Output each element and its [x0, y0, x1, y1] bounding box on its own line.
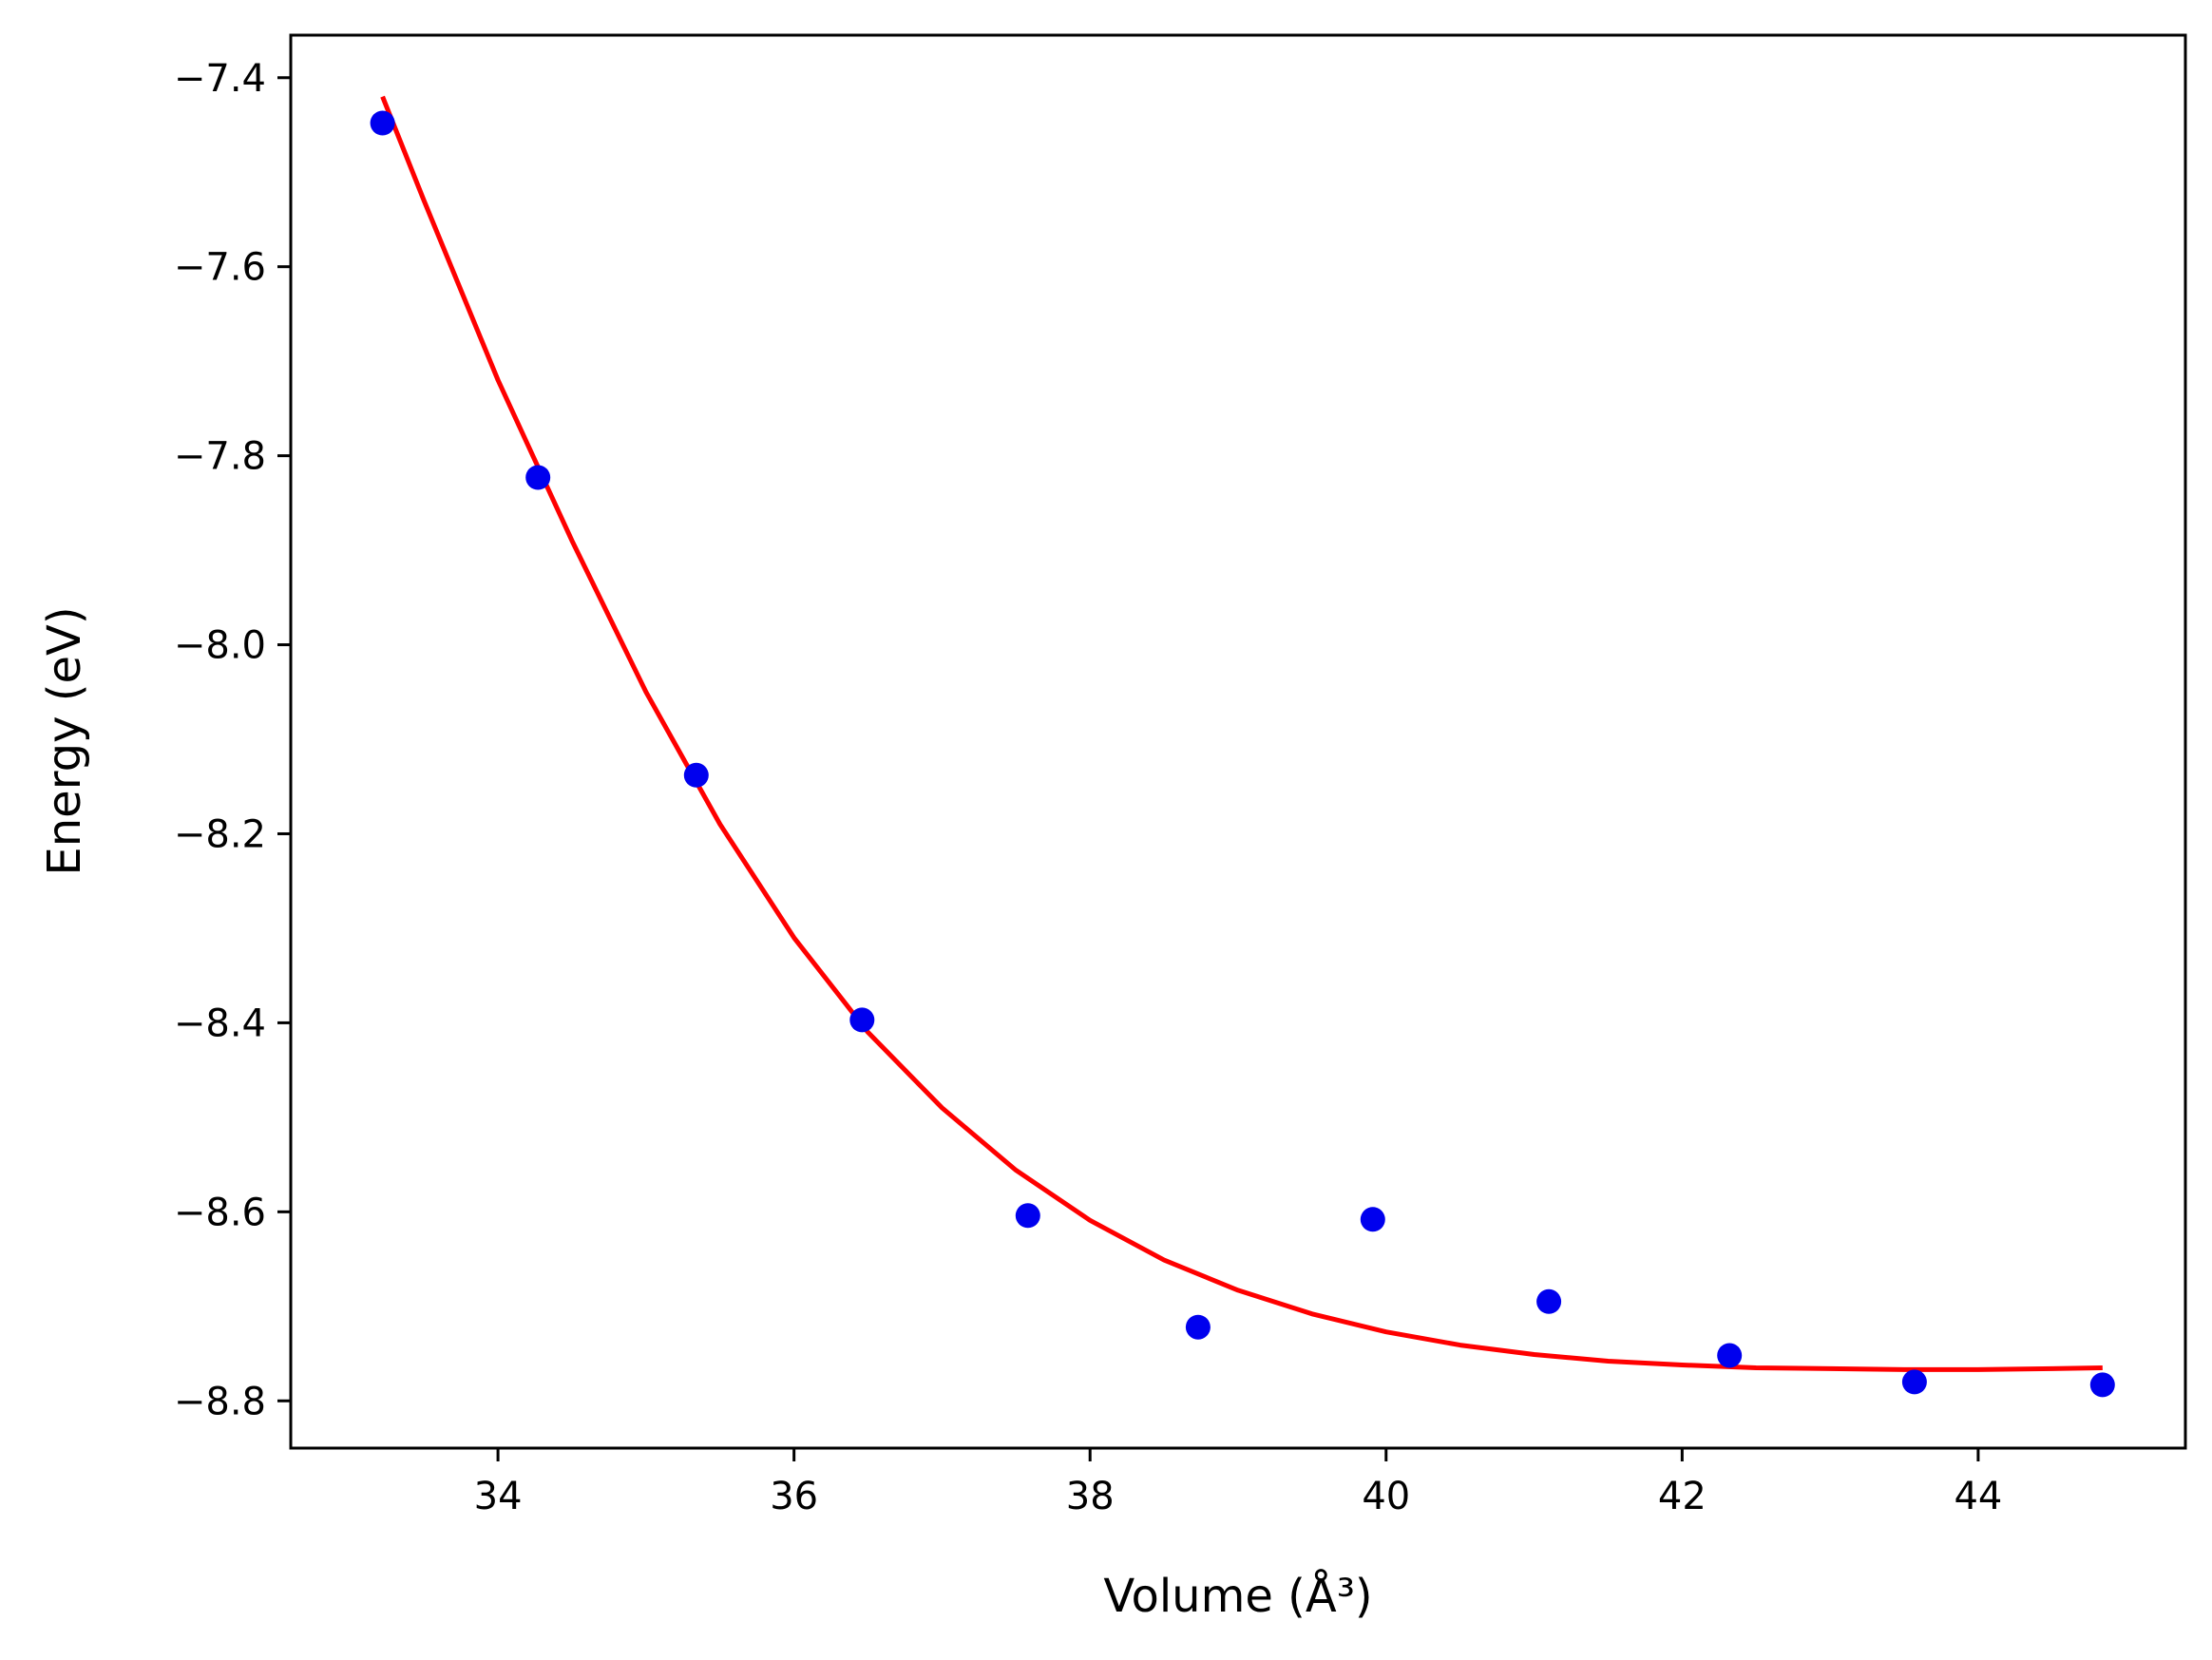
data-point: [1901, 1369, 1927, 1395]
fit-curve: [380, 95, 2103, 1372]
y-tick-label: −8.4: [174, 1002, 266, 1045]
x-axis-ticks: 34 36 38 40 42 44: [474, 1448, 2002, 1518]
y-tick-label: −8.2: [174, 812, 266, 856]
fit-curve-layer: [380, 95, 2103, 1372]
x-tick-label: 34: [474, 1475, 523, 1518]
x-tick-label: 42: [1658, 1475, 1707, 1518]
y-tick-label: −7.4: [174, 57, 266, 101]
x-tick-label: 38: [1066, 1475, 1115, 1518]
x-tick-label: 36: [770, 1475, 818, 1518]
y-axis-label: Energy (eV): [38, 606, 91, 875]
y-axis-ticks: −7.4 −7.6 −7.8 −8.0 −8.2 −8.4 −8.6 −8.8: [174, 57, 291, 1423]
data-point: [1717, 1343, 1743, 1368]
data-point: [849, 1007, 875, 1033]
data-point: [370, 110, 395, 136]
x-tick-label: 40: [1362, 1475, 1410, 1518]
data-point: [683, 762, 709, 788]
data-point: [1536, 1288, 1562, 1314]
y-tick-label: −8.8: [174, 1380, 266, 1423]
data-point: [2089, 1372, 2115, 1398]
y-tick-label: −7.6: [174, 246, 266, 290]
x-tick-label: 44: [1954, 1475, 2002, 1518]
data-point: [1360, 1207, 1385, 1232]
plot-frame: [289, 33, 2187, 1450]
y-tick-label: −8.6: [174, 1191, 266, 1234]
data-point: [1185, 1314, 1211, 1340]
data-points-layer: [370, 110, 2115, 1398]
data-point: [1015, 1203, 1040, 1229]
x-axis-label: Volume (Å³): [1103, 1569, 1372, 1623]
y-tick-label: −7.8: [174, 435, 266, 479]
y-tick-label: −8.0: [174, 624, 266, 668]
data-point: [525, 465, 551, 490]
